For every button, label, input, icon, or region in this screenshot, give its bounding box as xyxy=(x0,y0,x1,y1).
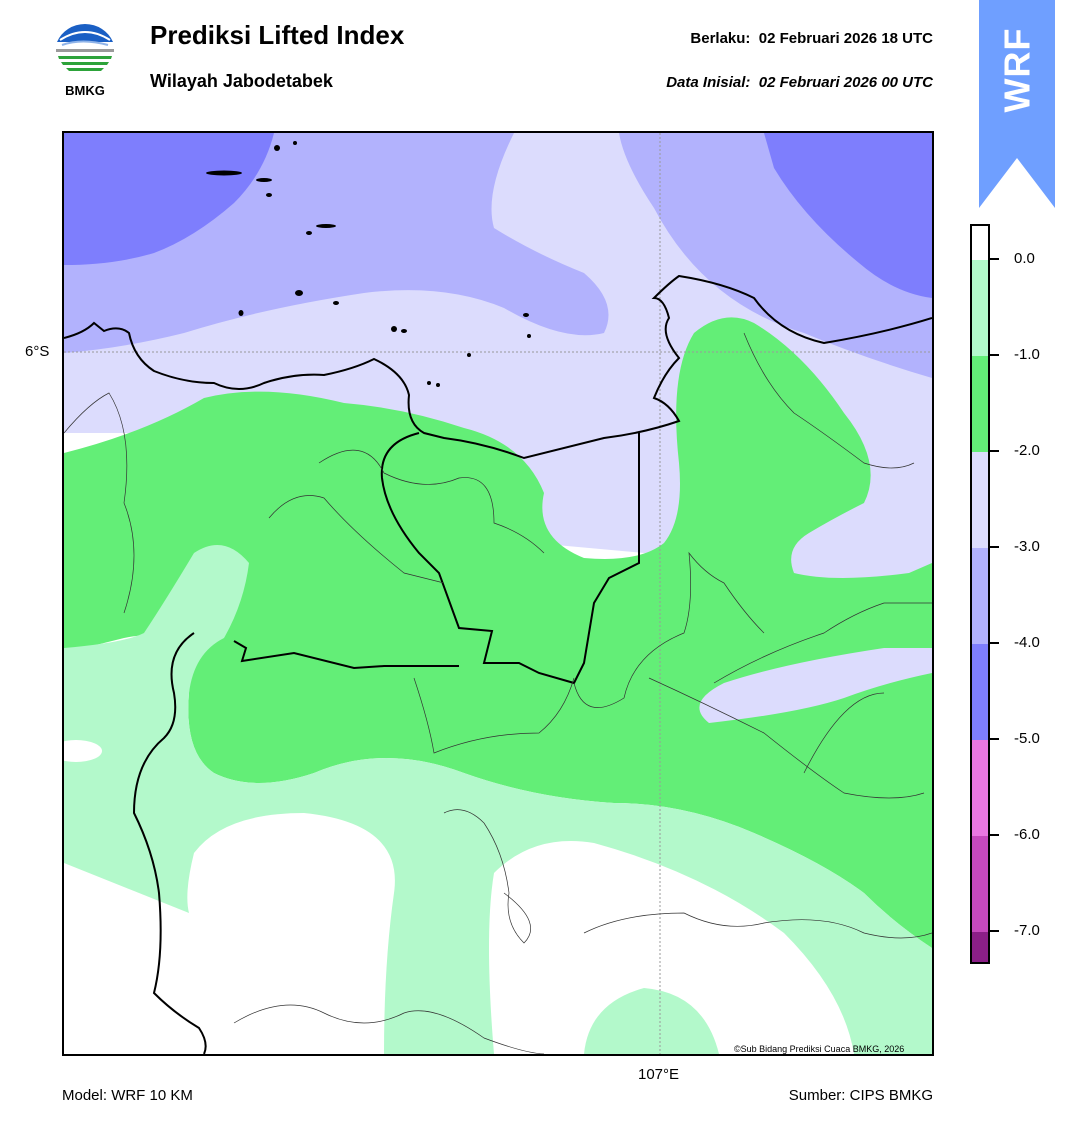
colorbar-label-m3: -3.0 xyxy=(1014,538,1040,555)
colorbar-tick xyxy=(990,738,999,740)
colorbar-label-m1: -1.0 xyxy=(1014,346,1040,363)
colorbar-tick xyxy=(990,834,999,836)
colorbar-tick xyxy=(990,450,999,452)
colorbar-label-m6: -6.0 xyxy=(1014,826,1040,843)
lifted-index-map xyxy=(62,131,934,1056)
colorbar-label-m7: -7.0 xyxy=(1014,922,1040,939)
latitude-label: 6°S xyxy=(25,343,50,360)
bmkg-logo: BMKG xyxy=(52,20,118,100)
colorbar-tick xyxy=(990,642,999,644)
longitude-label: 107°E xyxy=(638,1066,680,1083)
source-info: Sumber: CIPS BMKG xyxy=(788,1087,933,1104)
copyright-text: ©Sub Bidang Prediksi Cuaca BMKG, 2026 xyxy=(734,1044,905,1054)
colorbar-segment-m1-to-m2 xyxy=(972,356,988,452)
colorbar-tick xyxy=(990,354,999,356)
page-title: Prediksi Lifted Index xyxy=(150,20,405,50)
colorbar-segment-0-to-m1 xyxy=(972,260,988,356)
colorbar xyxy=(970,224,990,964)
colorbar-tick xyxy=(990,546,999,548)
colorbar-segment-m4-to-m5 xyxy=(972,644,988,740)
colorbar-tick xyxy=(990,258,999,260)
colorbar-label-0: 0.0 xyxy=(1014,250,1035,267)
valid-time: Berlaku: 02 Februari 2026 18 UTC xyxy=(690,30,933,47)
colorbar-segment-below-m7 xyxy=(972,932,988,962)
init-time: Data Inisial: 02 Februari 2026 00 UTC xyxy=(666,74,933,91)
page-subtitle: Wilayah Jabodetabek xyxy=(150,71,333,91)
colorbar-label-m4: -4.0 xyxy=(1014,634,1040,651)
wrf-badge-label: WRF xyxy=(996,27,1037,113)
colorbar-segment-m6-to-m7 xyxy=(972,836,988,932)
colorbar-segment-m3-to-m4 xyxy=(972,548,988,644)
colorbar-label-m5: -5.0 xyxy=(1014,730,1040,747)
model-info: Model: WRF 10 KM xyxy=(62,1087,193,1104)
colorbar-label-m2: -2.0 xyxy=(1014,442,1040,459)
wrf-badge xyxy=(979,0,1055,208)
colorbar-segment-above-0 xyxy=(972,226,988,260)
colorbar-segment-m2-to-m3 xyxy=(972,452,988,548)
colorbar-segment-m5-to-m6 xyxy=(972,740,988,836)
colorbar-tick xyxy=(990,930,999,932)
logo-text: BMKG xyxy=(65,83,105,98)
